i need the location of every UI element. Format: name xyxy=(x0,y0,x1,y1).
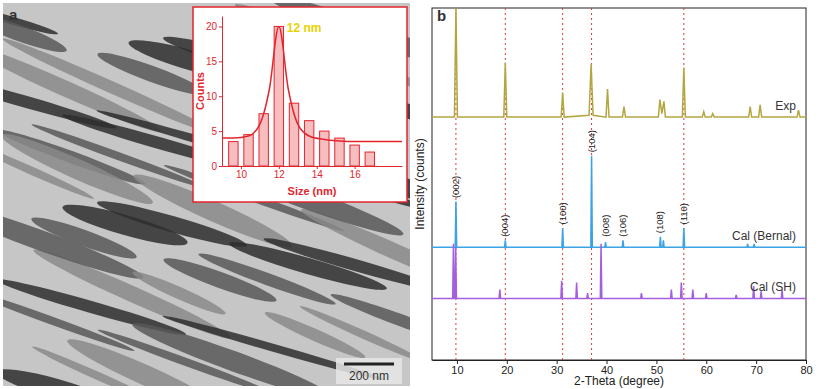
bars xyxy=(229,26,375,166)
tem-fiber xyxy=(3,6,69,58)
peak-label: (100) xyxy=(557,202,568,224)
annotation: 12 nm xyxy=(287,21,322,35)
tick: 5 xyxy=(211,126,222,137)
tick-label: 80 xyxy=(800,364,812,376)
bar xyxy=(244,135,253,166)
tick-label: 60 xyxy=(701,364,713,376)
peak-label: (104) xyxy=(586,130,597,152)
tick-mark xyxy=(219,61,222,62)
plot-frame xyxy=(432,8,806,360)
tem-fiber xyxy=(130,267,228,319)
bar xyxy=(320,131,329,166)
line xyxy=(222,26,402,141)
tick-label: 70 xyxy=(751,364,763,376)
y-axis-title: Counts xyxy=(194,72,206,110)
peak-label: (008) xyxy=(600,215,611,237)
bar xyxy=(304,121,313,166)
reference-line xyxy=(562,8,563,360)
tick-label: 20 xyxy=(206,21,218,32)
axis-xticks: 10 12 14 16 xyxy=(223,166,403,180)
tick-mark xyxy=(219,96,222,97)
tick: 60 xyxy=(701,360,713,376)
series-label: Cal (Bernal) xyxy=(732,229,796,243)
tick: 0 xyxy=(211,161,222,172)
scale-bar-box xyxy=(336,358,402,384)
tick: 15 xyxy=(206,56,222,67)
tick: 20 xyxy=(206,21,222,32)
tem-fiber xyxy=(262,233,410,297)
x-axis-title: Size (nm) xyxy=(288,185,337,197)
tick: 80 xyxy=(800,360,812,376)
tick-label: 12 xyxy=(274,169,286,180)
tick-label: 16 xyxy=(350,169,362,180)
tick: 10 xyxy=(451,360,463,376)
x-axis-title: 2-Theta (degree) xyxy=(574,374,664,388)
tick: 70 xyxy=(751,360,763,376)
y-axis-title: Intensity (counts) xyxy=(413,138,427,229)
panel-label: b xyxy=(437,7,446,24)
tem-fiber xyxy=(298,303,410,366)
scale-bar xyxy=(344,363,394,366)
tick: 20 xyxy=(501,360,513,376)
peak-label: (110) xyxy=(678,203,689,224)
inset-box xyxy=(193,7,407,202)
tick: 12 xyxy=(274,166,286,180)
tick: 10 xyxy=(236,166,248,180)
panel-a: a 200 nm 10 12 14 16 0 5 10 15 20 Size (nm) Counts 12… xyxy=(0,0,494,389)
reference-line xyxy=(505,8,506,360)
tick-mark xyxy=(219,26,222,27)
line xyxy=(432,156,806,248)
tick-label: 10 xyxy=(236,169,248,180)
panel-b: 1020304050607080(002)(004)(100)(104)(008… xyxy=(413,7,813,388)
tick-label: 5 xyxy=(211,126,217,137)
reference-line xyxy=(683,8,684,360)
peak-label: (002) xyxy=(450,176,461,198)
axis-line xyxy=(222,17,223,167)
scale-bar-label: 200 nm xyxy=(349,369,389,383)
tick-label: 0 xyxy=(211,161,217,172)
tick-mark xyxy=(219,131,222,132)
series-label: Cal (SH) xyxy=(750,280,796,294)
tem-fiber xyxy=(3,126,157,212)
plot-area xyxy=(222,26,402,166)
tick-label: 14 xyxy=(312,169,324,180)
tem-image xyxy=(3,3,410,386)
panel-label: a xyxy=(9,6,18,23)
tem-fiber xyxy=(3,285,136,354)
axis-yticks: 0 5 10 15 20 xyxy=(206,17,223,172)
tick-label: 10 xyxy=(451,364,463,376)
bar xyxy=(350,145,359,166)
tem-fiber xyxy=(129,315,337,386)
tick-label: 30 xyxy=(551,364,563,376)
axis-line xyxy=(223,166,403,167)
tick-mark xyxy=(219,166,222,167)
tick: 14 xyxy=(312,166,324,180)
tick: 16 xyxy=(350,166,362,180)
tick: 30 xyxy=(551,360,563,376)
bar xyxy=(335,138,344,166)
axis-line xyxy=(433,360,807,361)
line xyxy=(432,8,806,117)
bar xyxy=(229,142,238,166)
series-label: Exp xyxy=(775,99,796,113)
peak-label: (106) xyxy=(617,215,628,237)
tem-fiber xyxy=(95,195,249,253)
plot-area xyxy=(432,8,806,360)
tem-fiber xyxy=(29,211,140,264)
line xyxy=(432,244,806,299)
tem-fiber xyxy=(3,33,222,141)
peak-label: (004) xyxy=(499,215,510,237)
tick-label: 15 xyxy=(206,56,218,67)
tick: 10 xyxy=(206,91,222,102)
figure: a 200 nm 10 12 14 16 0 5 10 15 20 Size (nm) Counts 12… xyxy=(0,0,827,389)
tick-label: 20 xyxy=(501,364,513,376)
peak-label: (108) xyxy=(654,211,665,233)
bar xyxy=(274,26,283,166)
bar xyxy=(365,152,374,166)
tick-label: 10 xyxy=(206,91,218,102)
